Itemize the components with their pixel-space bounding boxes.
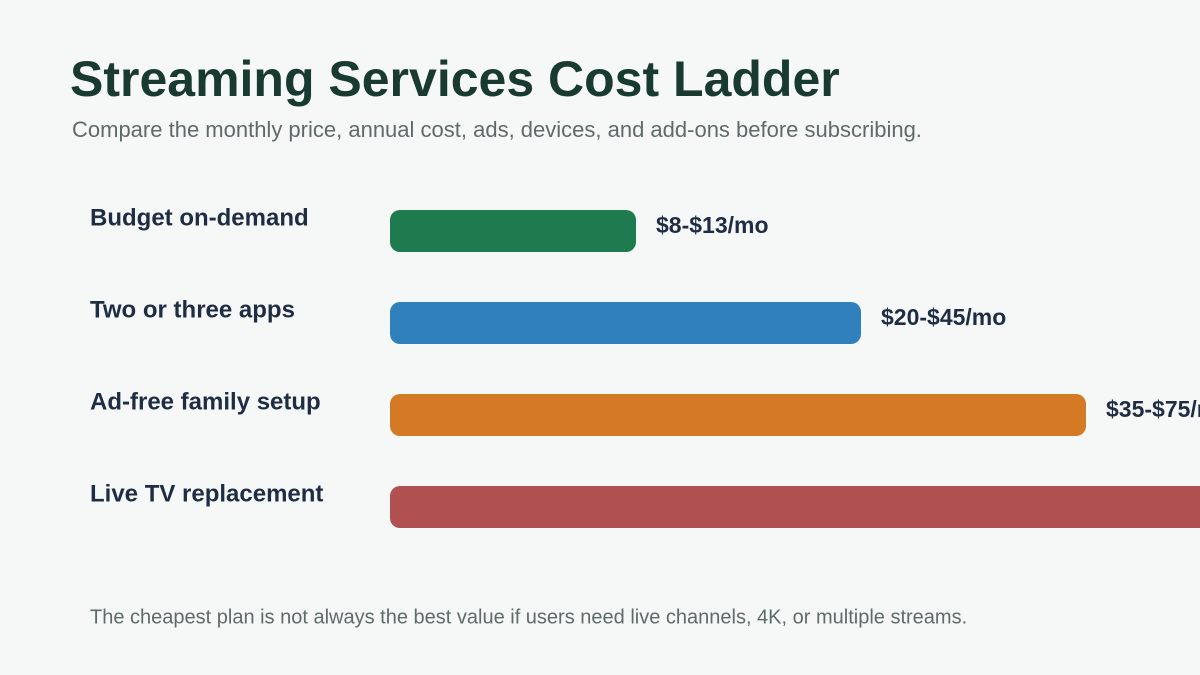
price-label: $8-$13/mo xyxy=(656,212,769,238)
ladder: Budget on-demand $8-$13/mo Two or three ap… xyxy=(90,204,1200,528)
price-label: $20-$45/mo xyxy=(881,304,1006,330)
row-label: Ad-free family setup xyxy=(90,388,321,415)
cost-bar xyxy=(390,394,1086,436)
cost-bar xyxy=(390,486,1200,528)
cost-bar xyxy=(390,210,636,252)
row-label: Two or three apps xyxy=(90,296,295,323)
footer-note: The cheapest plan is not always the best… xyxy=(90,606,967,628)
title: Streaming Services Cost Ladder xyxy=(70,51,840,107)
row-label: Live TV replacement xyxy=(90,480,323,507)
price-label: $35-$75/mo xyxy=(1106,396,1200,422)
cost-bar xyxy=(390,302,861,344)
subtitle: Compare the monthly price, annual cost, … xyxy=(72,117,922,142)
row-label: Budget on-demand xyxy=(90,204,309,231)
